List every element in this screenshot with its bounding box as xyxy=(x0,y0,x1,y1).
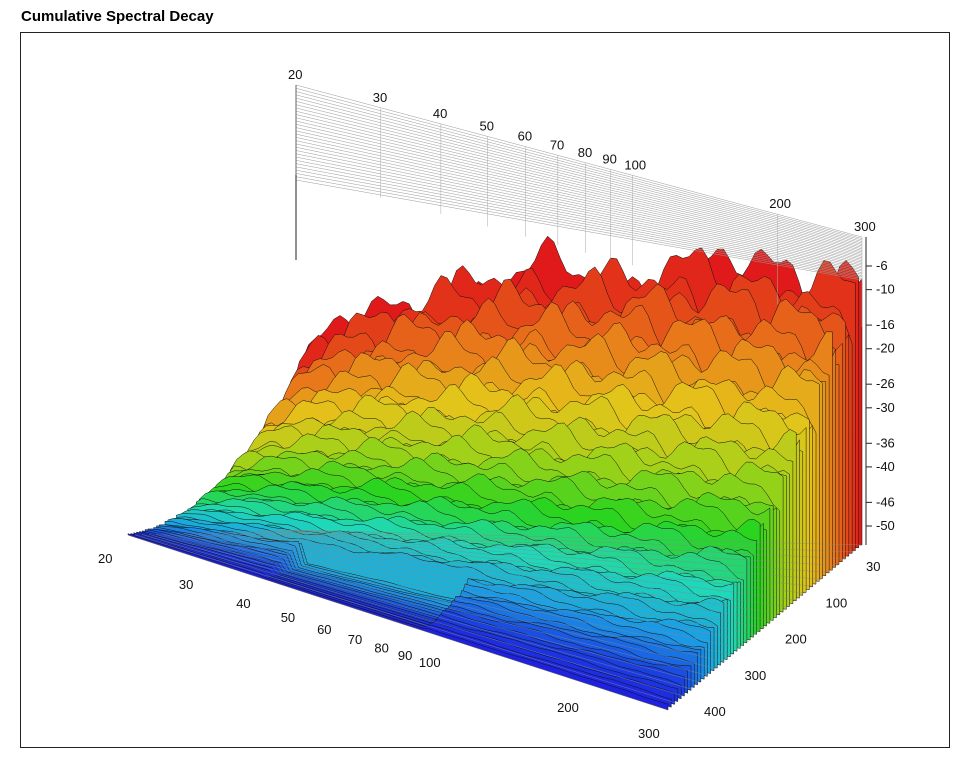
back-grid-line xyxy=(295,114,863,251)
back-grid-line xyxy=(295,84,863,238)
back-grid-line xyxy=(295,124,863,256)
floor-grid-line xyxy=(218,532,774,621)
z-tick-label: 400 xyxy=(704,704,726,719)
z-tick-label: 100 xyxy=(826,595,848,610)
floor-grid-line xyxy=(274,530,838,566)
y-tick-label: -50 xyxy=(876,518,895,533)
y-tick-label: -30 xyxy=(876,400,895,415)
back-grid-line xyxy=(295,130,863,259)
x-tick-label-front: 60 xyxy=(317,622,331,637)
x-tick-label-back: 20 xyxy=(288,67,302,82)
x-tick-label-front: 90 xyxy=(398,648,412,663)
x-tick-label-back: 90 xyxy=(602,151,616,166)
y-tick-label: -16 xyxy=(876,317,895,332)
y-tick-label: -10 xyxy=(876,282,895,297)
floor-grid-line xyxy=(134,534,677,704)
floor-grid-line xyxy=(246,531,806,594)
floor-grid-line xyxy=(267,530,830,573)
back-grid-line xyxy=(295,176,863,279)
z-tick-label: 30 xyxy=(866,559,880,574)
x-tick-label-front: 80 xyxy=(374,641,388,656)
tick-labels: 20 30 40 50 60 70 80 90 100 200 300 20 30 40 50 60 70 80 9… xyxy=(98,67,895,741)
floor-grid-line xyxy=(141,534,685,697)
y-tick-label: -36 xyxy=(876,435,895,450)
back-grid-line xyxy=(295,150,863,267)
back-grid-line xyxy=(295,110,863,250)
x-tick-label-back: 50 xyxy=(480,118,494,133)
x-tick-label-back: 80 xyxy=(578,145,592,160)
x-tick-label-back: 70 xyxy=(550,137,564,152)
y-tick-label: -46 xyxy=(876,494,895,509)
back-grid-line xyxy=(295,120,863,254)
floor-grid-line xyxy=(232,531,790,608)
decay-slices xyxy=(127,235,863,711)
floor-grid-line xyxy=(197,532,749,642)
z-tick-label: 300 xyxy=(745,668,767,683)
back-grid-line xyxy=(295,133,863,260)
back-grid-line xyxy=(295,169,863,276)
floor-grid-line xyxy=(127,534,669,711)
x-tick-label-back: 100 xyxy=(624,157,646,172)
back-grid-line xyxy=(295,117,863,253)
floor-grid-line xyxy=(169,533,717,669)
axis-grid xyxy=(127,84,872,711)
y-tick-label: -20 xyxy=(876,341,895,356)
back-grid-line xyxy=(295,173,863,278)
y-tick-label: -26 xyxy=(876,376,895,391)
floor-grid-line xyxy=(190,532,741,649)
x-tick-label-back: 30 xyxy=(373,90,387,105)
y-tick-label: -40 xyxy=(876,459,895,474)
floor-grid-line xyxy=(148,534,693,690)
x-tick-label-front: 70 xyxy=(348,632,362,647)
floor-grid-line xyxy=(288,530,854,553)
floor-grid-line xyxy=(211,532,766,628)
back-grid-line xyxy=(295,137,863,261)
back-grid-line xyxy=(295,156,863,270)
back-grid-line xyxy=(295,166,863,275)
back-grid-line xyxy=(295,88,863,239)
x-tick-label-back: 40 xyxy=(433,106,447,121)
x-tick-label-front: 200 xyxy=(557,700,579,715)
y-tick-label: -6 xyxy=(876,258,888,273)
floor-grid-line xyxy=(225,531,782,614)
x-tick-label-back: 300 xyxy=(854,219,876,234)
x-tick-label-front: 300 xyxy=(638,726,660,741)
floor-grid-line xyxy=(176,533,725,663)
x-tick-label-front: 100 xyxy=(419,655,441,670)
back-grid-line xyxy=(295,160,863,272)
x-tick-label-front: 30 xyxy=(179,577,193,592)
back-grid-line xyxy=(295,143,863,264)
floor-grid-line xyxy=(281,530,846,559)
x-tick-label-front: 40 xyxy=(236,596,250,611)
back-grid-line xyxy=(295,101,863,245)
floor-grid-line xyxy=(295,529,863,546)
floor-grid-line xyxy=(253,531,814,587)
x-tick-label-front: 50 xyxy=(281,610,295,625)
floor-grid-line xyxy=(155,533,701,683)
floor-grid-line xyxy=(260,530,822,580)
decay-slice xyxy=(127,533,669,711)
back-grid-line xyxy=(295,94,863,242)
back-grid-line xyxy=(295,163,863,273)
back-grid-line xyxy=(295,153,863,269)
back-grid-line xyxy=(295,179,863,281)
z-tick-label: 200 xyxy=(785,632,807,647)
floor-grid-line xyxy=(183,533,733,656)
back-grid-line xyxy=(295,97,863,244)
back-grid-line xyxy=(295,127,863,257)
back-grid-line xyxy=(295,104,863,247)
back-grid-line xyxy=(295,146,863,266)
x-tick-label-back: 200 xyxy=(769,196,791,211)
x-tick-label-front: 20 xyxy=(98,551,112,566)
floor-grid-line xyxy=(162,533,709,676)
floor-grid-line xyxy=(239,531,798,601)
floor-grid-line xyxy=(204,532,757,635)
chart-title: Cumulative Spectral Decay xyxy=(21,8,214,25)
back-grid-line xyxy=(295,140,863,263)
back-grid-line xyxy=(295,107,863,248)
x-tick-label-back: 60 xyxy=(518,129,532,144)
back-grid-line xyxy=(295,91,863,241)
